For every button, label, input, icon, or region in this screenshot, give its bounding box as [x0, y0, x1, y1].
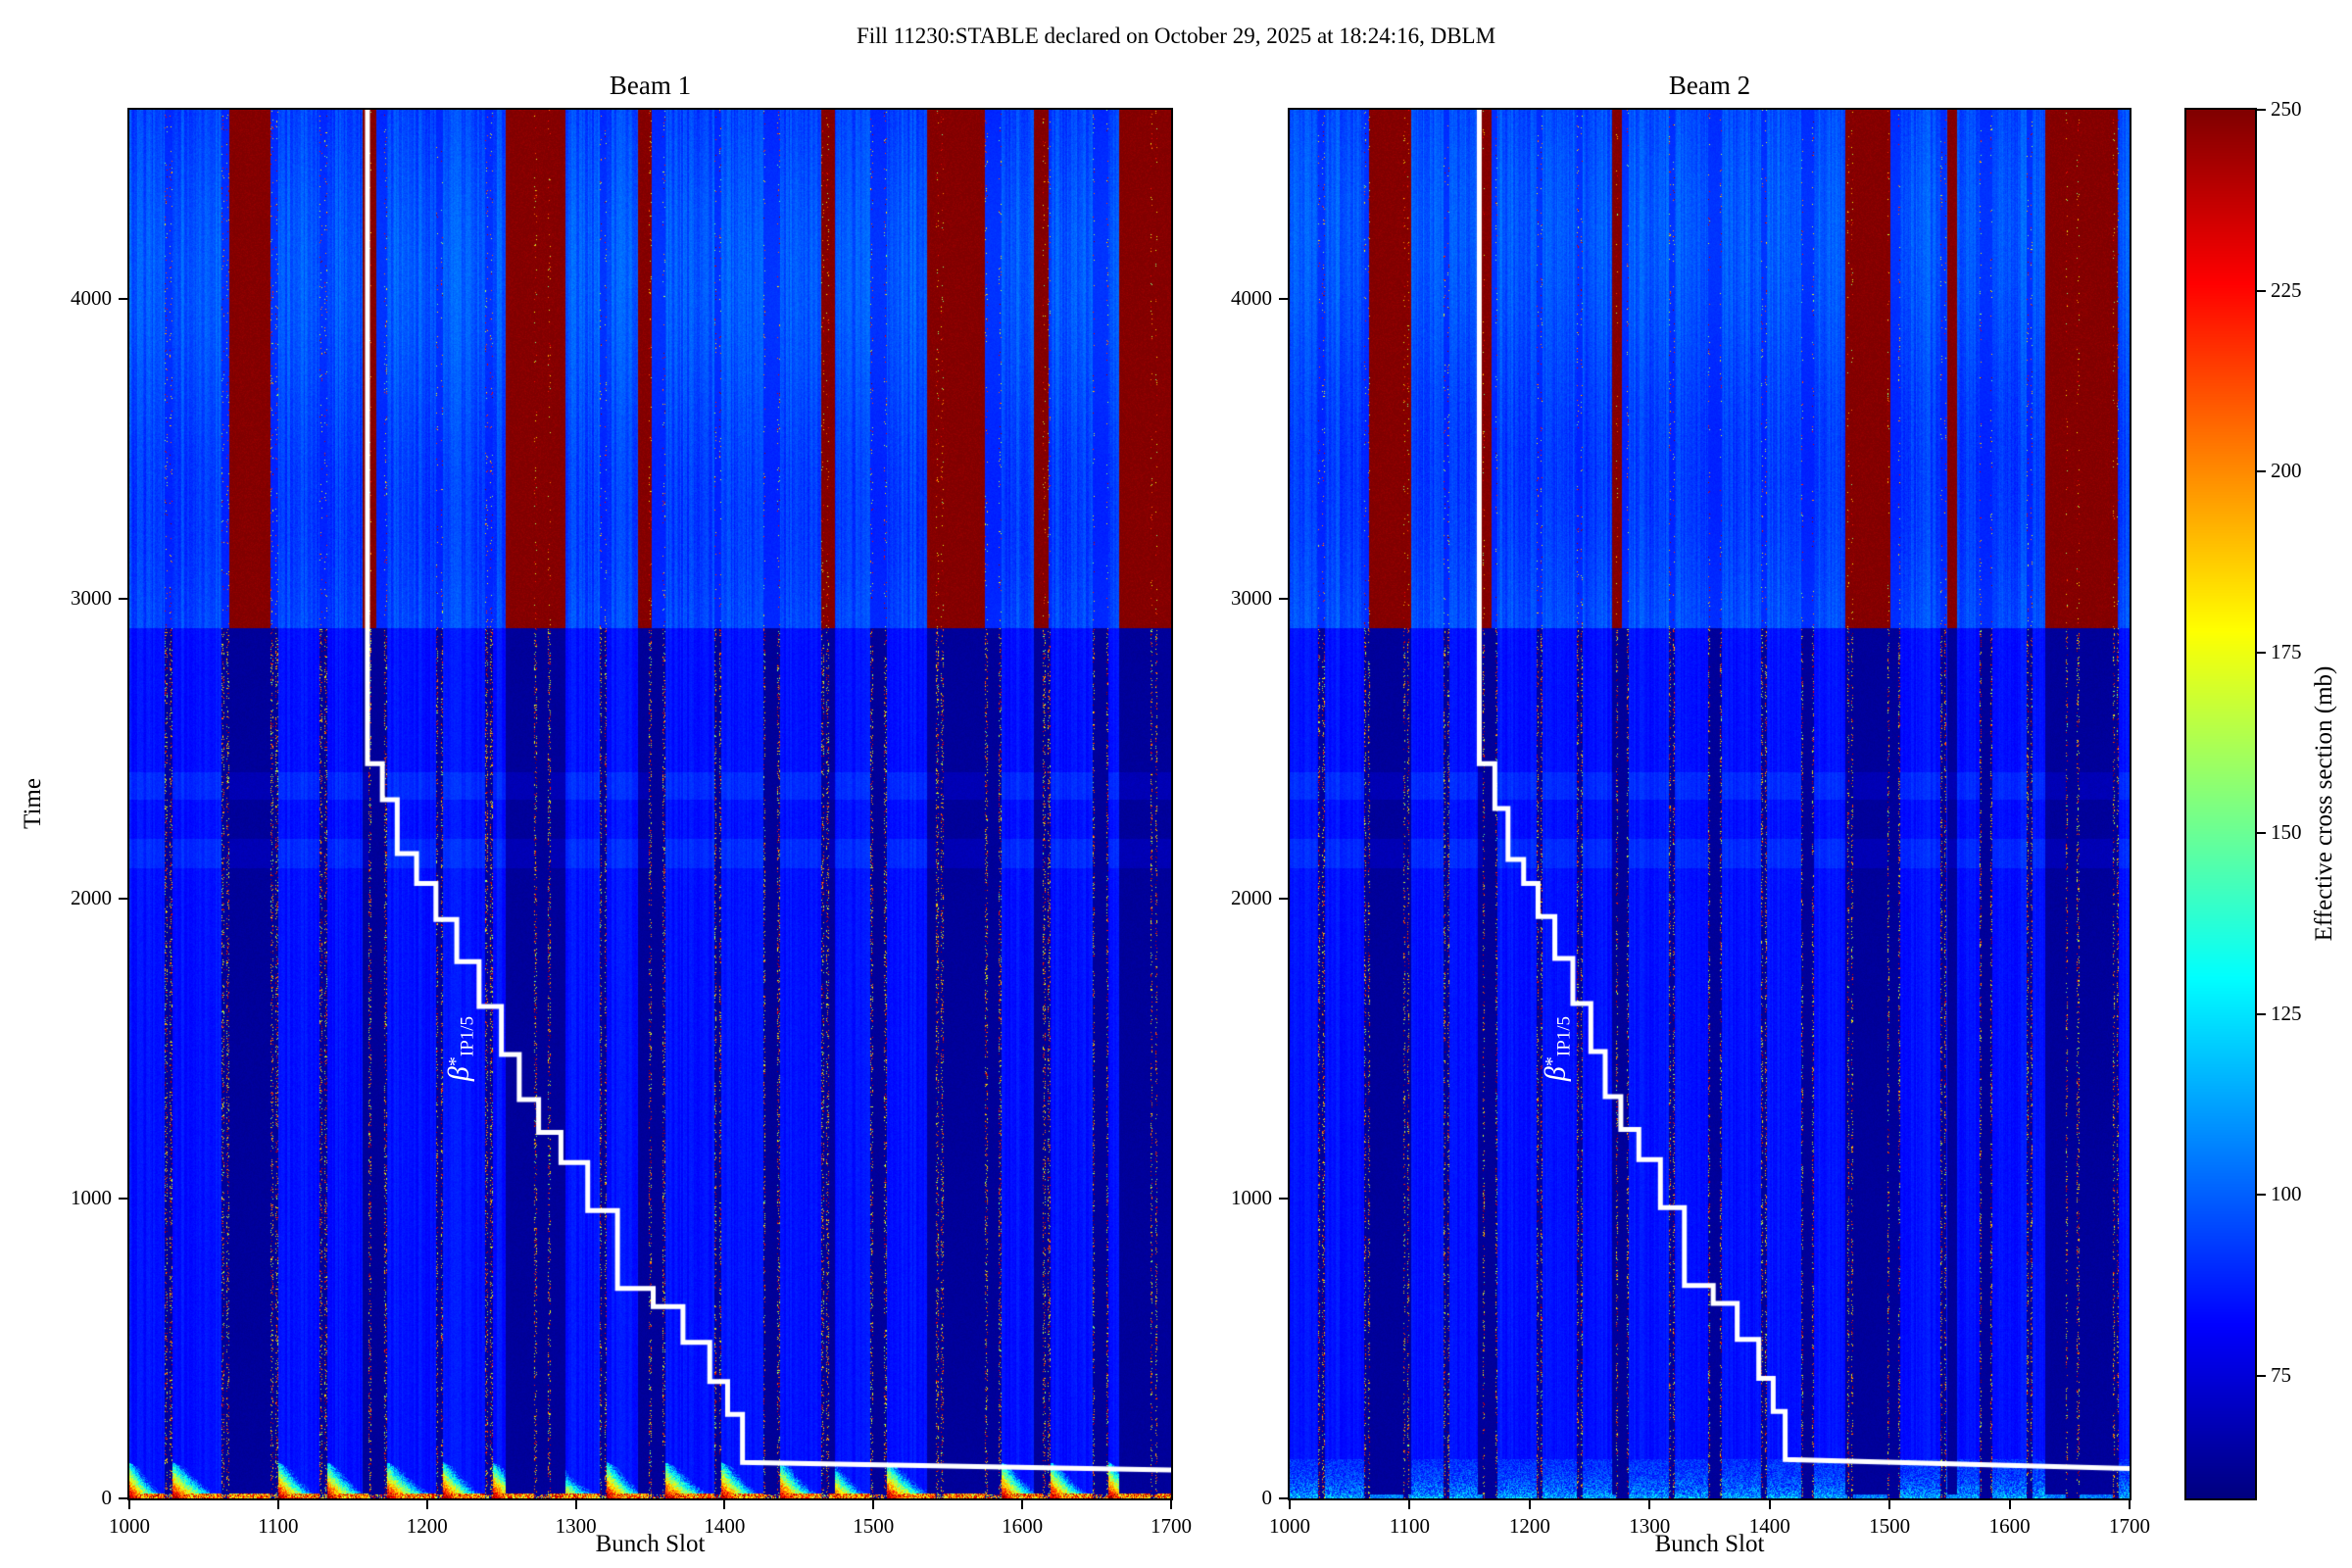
- x-tick-label: 1700: [1151, 1514, 1192, 1538]
- x-tick-mark: [1648, 1500, 1651, 1509]
- beam1-x-axis-label: Bunch Slot: [595, 1531, 706, 1557]
- x-tick-mark: [1888, 1500, 1891, 1509]
- colorbar-tick-label: 100: [2271, 1182, 2302, 1206]
- x-tick-mark: [2008, 1500, 2011, 1509]
- x-tick-label: 1600: [1988, 1514, 2031, 1538]
- x-tick-label: 1000: [1269, 1514, 1310, 1538]
- colorbar-label: Effective cross section (mb): [2311, 665, 2337, 942]
- colorbar-tick-label: 125: [2271, 1001, 2302, 1025]
- y-tick-mark: [119, 1197, 127, 1200]
- y-tick-label: 2000: [71, 885, 112, 909]
- beam1-title: Beam 1: [609, 71, 692, 100]
- beta-star-superscript: *: [445, 1056, 467, 1067]
- x-tick-mark: [872, 1500, 875, 1509]
- colorbar-tick-mark: [2257, 1012, 2266, 1015]
- colorbar-tick-label: 75: [2271, 1362, 2291, 1387]
- x-tick-mark: [1528, 1500, 1531, 1509]
- y-tick-label: 1000: [1231, 1185, 1272, 1209]
- x-tick-label: 1000: [109, 1514, 150, 1538]
- y-tick-mark: [119, 297, 127, 300]
- y-tick-label: 4000: [1231, 285, 1272, 310]
- y-tick-mark: [119, 597, 127, 600]
- x-tick-label: 1700: [2109, 1514, 2150, 1538]
- beta-symbol: β: [442, 1066, 475, 1082]
- colorbar-tick-label: 200: [2271, 459, 2302, 482]
- x-tick-label: 1600: [1002, 1514, 1044, 1538]
- y-tick-mark: [119, 1497, 127, 1499]
- x-tick-mark: [276, 1500, 279, 1509]
- x-tick-label: 1100: [1389, 1514, 1431, 1538]
- x-tick-mark: [1768, 1500, 1771, 1509]
- y-tick-mark: [1279, 1497, 1288, 1499]
- colorbar-tick-mark: [2257, 109, 2266, 111]
- y-tick-mark: [1279, 597, 1288, 600]
- x-tick-label: 1200: [406, 1514, 448, 1538]
- colorbar-tick-mark: [2257, 289, 2266, 292]
- x-tick-label: 1200: [1508, 1514, 1550, 1538]
- y-tick-label: 0: [101, 1486, 113, 1509]
- colorbar-tick-label: 175: [2271, 639, 2302, 663]
- x-tick-label: 1500: [853, 1514, 895, 1538]
- beam1-heatmap: [129, 110, 1171, 1498]
- x-tick-mark: [425, 1500, 428, 1509]
- y-tick-label: 0: [1261, 1486, 1273, 1509]
- y-tick-label: 3000: [71, 585, 112, 610]
- x-tick-mark: [1021, 1500, 1024, 1509]
- beta-ip-label: IP1/5: [1553, 1015, 1575, 1057]
- figure-title: Fill 11230:STABLE declared on October 29…: [856, 24, 1496, 48]
- y-tick-mark: [1279, 897, 1288, 900]
- x-tick-mark: [2129, 1500, 2131, 1509]
- colorbar-tick-mark: [2257, 1194, 2266, 1197]
- x-tick-mark: [128, 1500, 130, 1509]
- y-tick-mark: [119, 897, 127, 900]
- y-tick-label: 4000: [71, 285, 112, 310]
- beta-ip-label: IP1/5: [457, 1015, 478, 1057]
- y-tick-mark: [1279, 1197, 1288, 1200]
- x-tick-label: 1300: [1629, 1514, 1671, 1538]
- colorbar-tick-mark: [2257, 832, 2266, 835]
- colorbar-tick-mark: [2257, 470, 2266, 472]
- beam2-heatmap: [1290, 110, 2130, 1498]
- x-tick-label: 1100: [258, 1514, 299, 1538]
- x-tick-mark: [1408, 1500, 1411, 1509]
- y-tick-label: 2000: [1231, 885, 1272, 909]
- y-tick-label: 1000: [71, 1185, 112, 1209]
- y-tick-label: 3000: [1231, 585, 1272, 610]
- x-tick-mark: [1170, 1500, 1172, 1509]
- x-tick-label: 1300: [555, 1514, 597, 1538]
- beam2-title: Beam 2: [1668, 71, 1751, 100]
- colorbar-tick-label: 150: [2271, 820, 2302, 845]
- colorbar-tick-label: 225: [2271, 277, 2302, 302]
- colorbar: [2186, 110, 2255, 1498]
- y-tick-mark: [1279, 297, 1288, 300]
- x-tick-label: 1400: [1748, 1514, 1790, 1538]
- x-tick-label: 1400: [704, 1514, 746, 1538]
- beam2-beta-star-annotation: β*IP1/5: [1540, 1016, 1576, 1081]
- y-axis-label: Time: [20, 778, 46, 829]
- colorbar-tick-mark: [2257, 651, 2266, 654]
- x-tick-label: 1500: [1869, 1514, 1911, 1538]
- beta-symbol: β: [1539, 1066, 1572, 1082]
- beta-star-superscript: *: [1542, 1056, 1564, 1067]
- x-tick-mark: [574, 1500, 577, 1509]
- colorbar-tick-label: 250: [2271, 97, 2302, 121]
- x-tick-mark: [1289, 1500, 1291, 1509]
- beam1-beta-star-annotation: β*IP1/5: [443, 1016, 479, 1081]
- beam2-x-axis-label: Bunch Slot: [1654, 1531, 1765, 1557]
- colorbar-tick-mark: [2257, 1374, 2266, 1377]
- x-tick-mark: [723, 1500, 726, 1509]
